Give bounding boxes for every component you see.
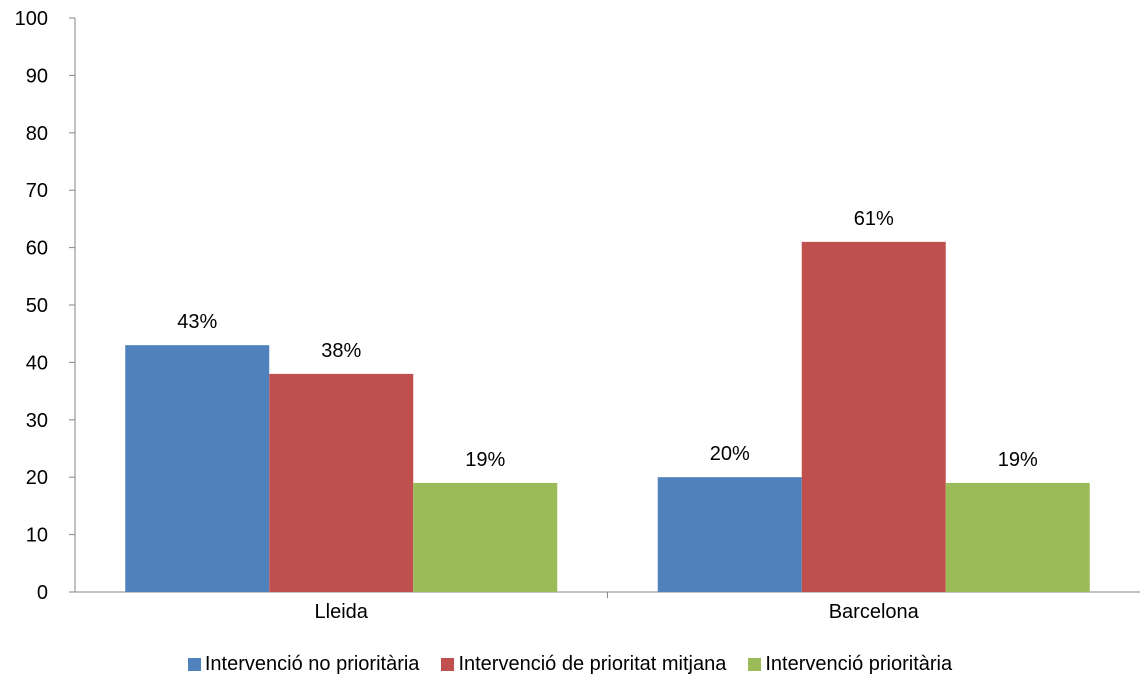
y-tick-label: 80 [26, 123, 48, 145]
legend-swatch-no-prioritaria [187, 657, 201, 671]
legend-label-prioritaria: Intervenció prioritària [765, 652, 953, 675]
legend-swatch-prioritaria [748, 657, 762, 671]
legend-label-prioritat-mitjana: Intervenció de prioritat mitjana [458, 652, 727, 675]
y-tick-label: 100 [15, 8, 48, 30]
x-tick-label: Barcelona [829, 601, 920, 623]
y-tick-label: 10 [26, 525, 48, 547]
bar-chart: 0 10 20 30 40 50 60 70 80 90 100 Lleida Barcelona 43… [15, 8, 1140, 623]
bar [413, 482, 558, 592]
y-tick-label: 40 [26, 352, 48, 374]
bar [269, 373, 414, 592]
data-label: 38% [321, 340, 361, 362]
data-label: 43% [177, 311, 217, 333]
data-label: 20% [710, 443, 750, 465]
bar [801, 241, 946, 593]
legend-item-prioritat-mitjana: Intervenció de prioritat mitjana [441, 653, 726, 676]
y-tick-label: 70 [26, 180, 48, 202]
data-labels: 43% 38% 19% 20% 61% 19% [177, 208, 1038, 471]
legend-item-no-prioritaria: Intervenció no prioritària [187, 652, 420, 676]
legend-swatch-prioritat-mitjana [441, 657, 455, 671]
x-tick-label: Lleida [315, 601, 369, 623]
bar [657, 477, 802, 592]
y-tick-label: 0 [37, 582, 48, 604]
data-label: 61% [854, 208, 894, 230]
bars [125, 241, 1090, 593]
axes: 0 10 20 30 40 50 60 70 80 90 100 Lleida Barcelona [15, 8, 1140, 623]
y-tick-label: 50 [26, 295, 48, 317]
data-label: 19% [465, 449, 505, 471]
bar [945, 482, 1090, 592]
y-tick-label: 90 [26, 65, 48, 87]
y-tick-label: 30 [26, 410, 48, 432]
data-label: 19% [998, 449, 1038, 471]
legend: Intervenció no prioritària Intervenció d… [0, 644, 1140, 684]
legend-item-prioritaria: Intervenció prioritària [748, 653, 952, 676]
y-tick-label: 20 [26, 467, 48, 489]
legend-label-no-prioritaria: Intervenció no prioritària [204, 652, 420, 675]
y-tick-label: 60 [26, 238, 48, 260]
bar [125, 345, 270, 592]
